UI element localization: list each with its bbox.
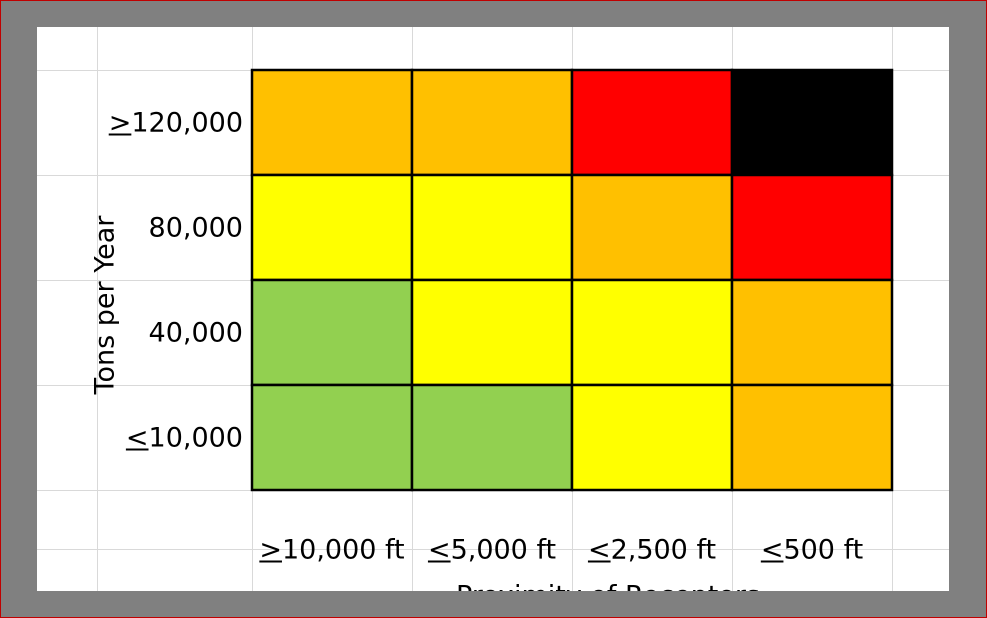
heatmap-cell-r3-c1	[410, 383, 574, 492]
y-axis-title: Tons per Year	[89, 215, 121, 395]
chart-sheet: Tons per Year >120,000 80,000 40,000 <10,00…	[37, 27, 949, 591]
heatmap-cell-r3-c0	[250, 383, 414, 492]
heatmap-cell-r2-c3	[730, 278, 894, 387]
y-tick-label-symbol: <	[125, 422, 149, 453]
heatmap-cell-r1-c3	[730, 173, 894, 282]
heatmap-chart	[250, 68, 894, 492]
heatmap-cell-r1-c1	[410, 173, 574, 282]
y-tick-label-text: 10,000	[148, 422, 243, 453]
y-tick-label-text: 40,000	[148, 317, 243, 348]
x-axis-title: Proximity of Receptors	[456, 581, 760, 592]
x-tick-label-text: 5,000 ft	[450, 534, 557, 566]
heatmap-cell-r3-c3	[730, 383, 894, 492]
y-tick-label: 40,000	[149, 317, 243, 348]
heatmap-cell-r1-c0	[250, 173, 414, 282]
x-tick-label-text: 500 ft	[783, 534, 864, 566]
x-tick-label-text: 10,000 ft	[281, 534, 405, 566]
y-tick-label: 80,000	[149, 212, 243, 243]
x-tick-label-symbol: >	[259, 534, 282, 566]
y-tick-label: >120,000	[109, 107, 243, 138]
sheet-gridline-h	[37, 549, 949, 550]
y-tick-label: <10,000	[126, 422, 243, 453]
x-tick-label-symbol: <	[587, 534, 611, 566]
sheet-gridline-v	[97, 27, 98, 591]
x-tick-label: <5,000 ft	[428, 535, 556, 566]
x-tick-label-text: 2,500 ft	[610, 534, 717, 566]
heatmap-cell-r0-c0	[250, 68, 414, 177]
heatmap-cell-r1-c2	[570, 173, 734, 282]
x-tick-label: >10,000 ft	[259, 535, 404, 566]
heatmap-cell-r0-c1	[410, 68, 574, 177]
y-tick-label-text: 80,000	[148, 212, 243, 243]
x-tick-label: <2,500 ft	[588, 535, 716, 566]
heatmap-cell-r2-c2	[570, 278, 734, 387]
y-tick-label-symbol: >	[108, 107, 132, 138]
heatmap-cell-r2-c0	[250, 278, 414, 387]
heatmap-cell-r2-c1	[410, 278, 574, 387]
y-tick-label-text: 120,000	[131, 107, 243, 138]
x-tick-label-symbol: <	[427, 534, 451, 566]
heatmap-cell-r0-c3	[730, 68, 894, 177]
heatmap-cell-r0-c2	[570, 68, 734, 177]
heatmap-cell-r3-c2	[570, 383, 734, 492]
x-tick-label-symbol: <	[760, 534, 784, 566]
x-tick-label: <500 ft	[761, 535, 863, 566]
